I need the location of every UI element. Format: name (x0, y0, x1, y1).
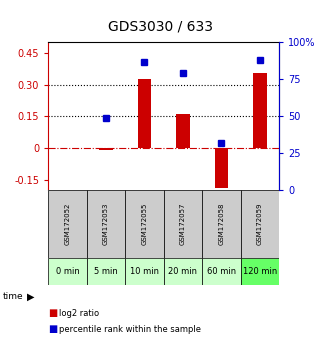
Text: GSM172053: GSM172053 (103, 202, 109, 245)
Text: GSM172057: GSM172057 (180, 202, 186, 245)
Text: log2 ratio: log2 ratio (59, 309, 100, 318)
FancyBboxPatch shape (202, 258, 241, 285)
Text: percentile rank within the sample: percentile rank within the sample (59, 325, 201, 334)
Text: GSM172055: GSM172055 (142, 202, 147, 245)
FancyBboxPatch shape (241, 258, 279, 285)
Text: 120 min: 120 min (243, 267, 277, 276)
Text: 0 min: 0 min (56, 267, 79, 276)
Text: ■: ■ (48, 324, 57, 334)
Text: 10 min: 10 min (130, 267, 159, 276)
Bar (99, 148, 113, 150)
FancyBboxPatch shape (48, 190, 87, 258)
Text: 20 min: 20 min (169, 267, 197, 276)
Text: ■: ■ (48, 308, 57, 318)
FancyBboxPatch shape (87, 190, 125, 258)
FancyBboxPatch shape (125, 190, 164, 258)
Bar (138, 79, 151, 148)
Bar (176, 114, 190, 148)
FancyBboxPatch shape (125, 258, 164, 285)
Text: GDS3030 / 633: GDS3030 / 633 (108, 19, 213, 34)
Bar (215, 148, 228, 188)
FancyBboxPatch shape (202, 190, 241, 258)
FancyBboxPatch shape (164, 190, 202, 258)
FancyBboxPatch shape (87, 258, 125, 285)
Text: GSM172059: GSM172059 (257, 202, 263, 245)
FancyBboxPatch shape (241, 190, 279, 258)
Text: time: time (3, 292, 24, 301)
Text: 5 min: 5 min (94, 267, 118, 276)
Bar (253, 73, 267, 148)
Text: ▶: ▶ (27, 292, 34, 302)
FancyBboxPatch shape (48, 258, 87, 285)
Text: 60 min: 60 min (207, 267, 236, 276)
FancyBboxPatch shape (164, 258, 202, 285)
Text: GSM172058: GSM172058 (219, 202, 224, 245)
Text: GSM172052: GSM172052 (65, 202, 70, 245)
